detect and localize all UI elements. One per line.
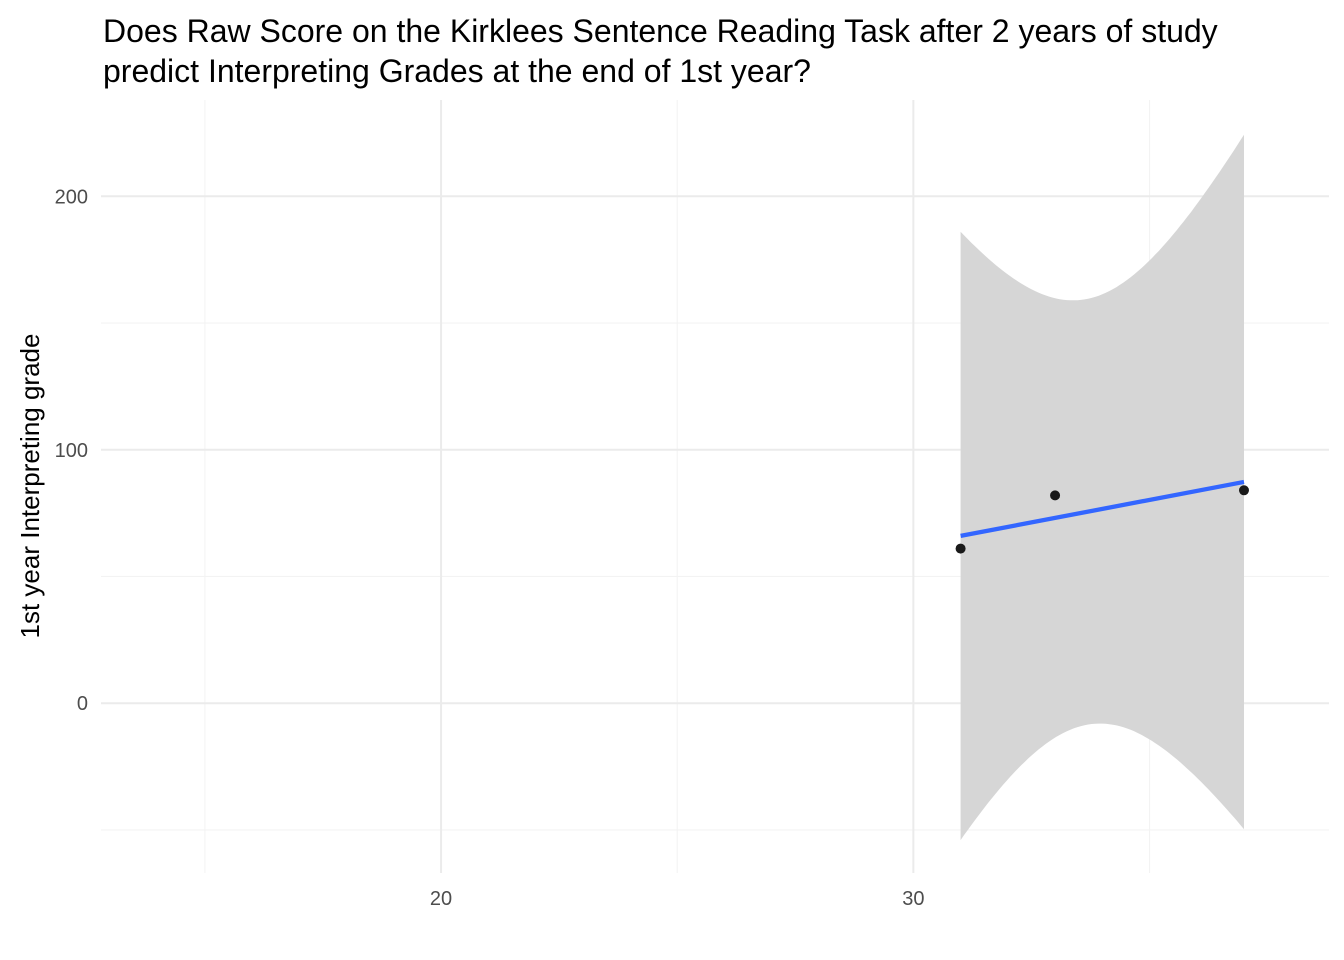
x-tick-labels: 20 30 [430, 888, 925, 910]
data-points [955, 485, 1249, 554]
y-tick-label: 100 [55, 440, 88, 462]
chart-title-line-1: Does Raw Score on the Kirklees Sentence … [103, 13, 1218, 49]
x-tick-label: 20 [430, 888, 452, 910]
regression-line [960, 479, 1245, 539]
chart-title-line-2: predict Interpreting Grades at the end o… [103, 53, 811, 89]
data-point [1238, 485, 1249, 496]
x-tick-label: 30 [902, 888, 924, 910]
confidence-band [960, 134, 1244, 841]
data-point [955, 543, 966, 554]
y-tick-label: 200 [55, 186, 88, 208]
y-axis-title: 1st year Interpreting grade [15, 334, 45, 639]
y-tick-label: 0 [77, 693, 88, 715]
y-tick-labels: 0 100 200 [55, 186, 88, 715]
data-point [1050, 490, 1061, 501]
